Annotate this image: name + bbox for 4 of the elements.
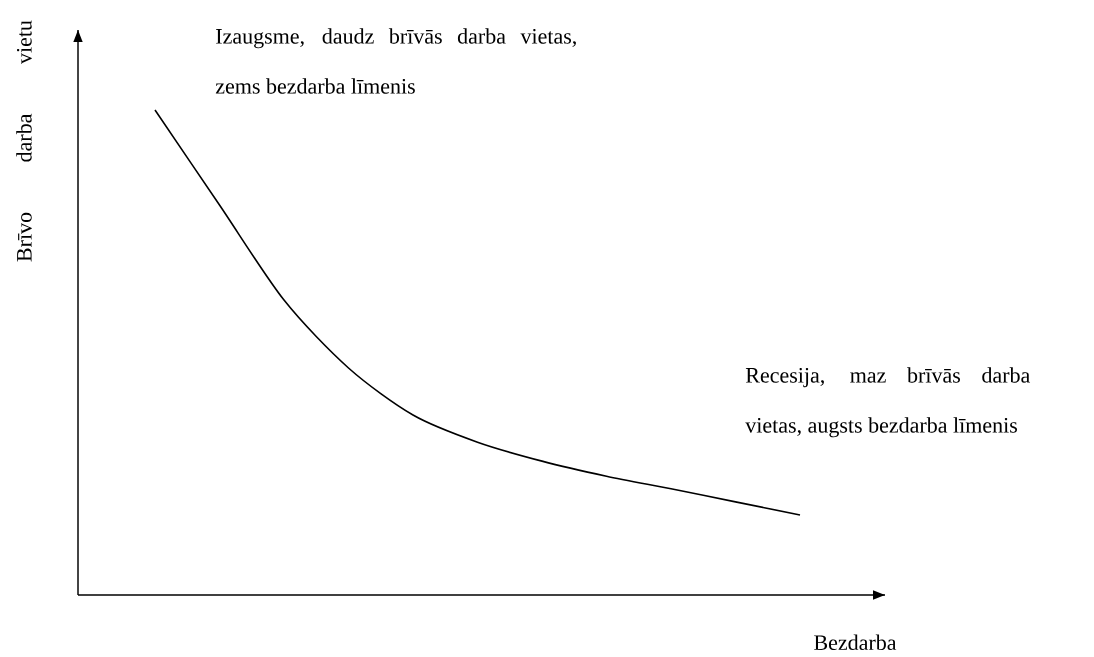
x-axis-title: Bezdarba — [814, 634, 897, 651]
y-axis-title: Brīvo darba vietu — [16, 20, 32, 262]
text: Izaugsme, daudz brīvās darba vietas, zems bezdarba līmenis — [215, 28, 576, 94]
text: Recesija, maz brīvās darba vietas, augsts bezdarba līmenis — [745, 367, 1031, 438]
